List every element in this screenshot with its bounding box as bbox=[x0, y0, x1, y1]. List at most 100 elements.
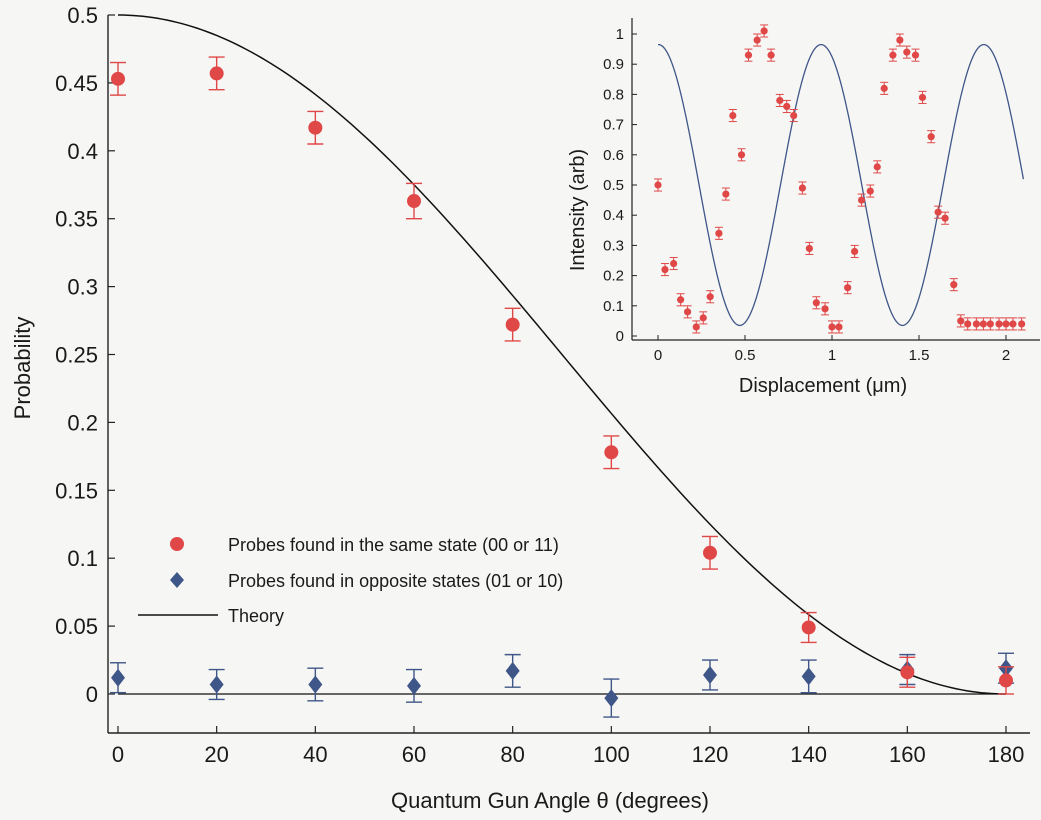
inset-series-group bbox=[654, 24, 1026, 334]
y-tick-label: 0.5 bbox=[67, 3, 98, 28]
legend-marker-same-state bbox=[170, 537, 184, 551]
inset-point bbox=[670, 259, 678, 268]
y-tick-label: 0 bbox=[86, 682, 98, 707]
point-opposite-state bbox=[308, 675, 323, 694]
inset-y-axis-label: Intensity (arb) bbox=[567, 149, 589, 271]
inset-point bbox=[889, 51, 897, 59]
inset-point bbox=[753, 36, 761, 44]
inset-point bbox=[880, 84, 888, 92]
point-opposite-state bbox=[505, 661, 520, 680]
point-same-state bbox=[999, 673, 1013, 688]
inset-point bbox=[896, 36, 904, 44]
inset-point bbox=[706, 293, 714, 301]
inset-point bbox=[995, 320, 1003, 328]
inset-point bbox=[1002, 320, 1010, 328]
y-axis-label: Probability bbox=[10, 317, 35, 420]
inset-y-tick-label: 0.3 bbox=[603, 237, 624, 254]
inset-point bbox=[851, 247, 859, 256]
inset-point bbox=[828, 323, 836, 331]
inset-y-tick-label: 0.9 bbox=[603, 56, 624, 73]
inset-y-tick-label: 0 bbox=[616, 328, 624, 345]
point-same-state bbox=[900, 665, 915, 680]
inset-point bbox=[927, 133, 935, 141]
y-tick-label: 0.05 bbox=[55, 614, 98, 639]
point-same-state bbox=[604, 445, 619, 460]
inset-point bbox=[812, 299, 820, 307]
inset-point bbox=[805, 244, 813, 253]
point-opposite-state bbox=[209, 675, 224, 694]
x-tick-label: 0 bbox=[112, 742, 124, 767]
inset-y-tick-label: 0.4 bbox=[603, 207, 624, 224]
inset-point bbox=[729, 111, 737, 120]
legend-label-theory: Theory bbox=[228, 606, 284, 626]
inset-point bbox=[821, 305, 829, 313]
x-tick-label: 160 bbox=[889, 742, 926, 767]
inset-y-tick-label: 1 bbox=[616, 26, 624, 43]
inset-point bbox=[767, 51, 775, 59]
point-same-state bbox=[111, 71, 125, 86]
inset-point bbox=[760, 27, 768, 35]
inset-fit-curve bbox=[658, 43, 1025, 327]
inset-x-tick-label: 1 bbox=[828, 347, 836, 364]
point-same-state bbox=[209, 66, 224, 81]
inset-x-tick-label: 1.5 bbox=[909, 347, 930, 364]
point-opposite-state bbox=[407, 676, 421, 695]
inset-point bbox=[699, 314, 707, 322]
x-tick-label: 120 bbox=[692, 742, 729, 767]
y-tick-label: 0.15 bbox=[55, 478, 98, 503]
inset-point bbox=[911, 51, 920, 59]
inset-point bbox=[873, 163, 881, 171]
inset-point bbox=[1018, 320, 1026, 328]
inset-point bbox=[683, 308, 692, 316]
y-tick-label: 0.25 bbox=[55, 343, 98, 368]
inset-point bbox=[835, 323, 843, 331]
point-opposite-state bbox=[111, 668, 125, 687]
inset-point bbox=[957, 317, 965, 325]
x-tick-label: 20 bbox=[204, 742, 228, 767]
main-series-group bbox=[110, 56, 1014, 718]
inset-y-tick-label: 0.7 bbox=[603, 117, 624, 134]
y-tick-label: 0.35 bbox=[55, 207, 98, 232]
inset-point bbox=[979, 320, 987, 328]
inset-x-tick-label: 0 bbox=[654, 347, 662, 364]
inset-point bbox=[844, 284, 852, 292]
inset-point bbox=[654, 181, 662, 189]
y-tick-label: 0.45 bbox=[55, 71, 98, 96]
theory-curve bbox=[117, 14, 1007, 695]
point-same-state bbox=[407, 194, 421, 209]
point-opposite-state bbox=[801, 667, 816, 686]
inset-point bbox=[790, 111, 798, 120]
inset-fit-line bbox=[658, 43, 1025, 327]
inset-point bbox=[857, 196, 866, 204]
y-tick-label: 0.3 bbox=[67, 275, 98, 300]
inset-point bbox=[941, 214, 949, 222]
inset-y-tick-label: 0.8 bbox=[603, 86, 624, 103]
inset-point bbox=[692, 323, 700, 331]
inset-y-tick-label: 0.1 bbox=[603, 298, 624, 315]
x-tick-label: 80 bbox=[500, 742, 524, 767]
y-tick-label: 0.2 bbox=[67, 410, 98, 435]
point-same-state bbox=[801, 620, 816, 635]
inset-point bbox=[776, 96, 784, 105]
x-tick-label: 100 bbox=[593, 742, 630, 767]
inset-point bbox=[972, 320, 981, 328]
inset-point bbox=[783, 102, 791, 111]
x-tick-label: 180 bbox=[988, 742, 1025, 767]
inset-point bbox=[715, 229, 723, 237]
inset-axes: 0 0.1 0.2 0.3 0.4 0.5 0.6 0.7 0.8 0.9 1 0 0.5 1 1.5 2 bbox=[603, 18, 1040, 364]
inset-point bbox=[737, 151, 746, 159]
point-same-state bbox=[308, 120, 323, 135]
inset-point bbox=[986, 320, 994, 328]
inset-point bbox=[1009, 320, 1017, 328]
inset-point bbox=[964, 320, 972, 328]
x-tick-label: 140 bbox=[790, 742, 827, 767]
inset-point bbox=[677, 296, 685, 304]
inset-x-axis-label: Displacement (μm) bbox=[739, 375, 907, 397]
inset-point bbox=[661, 265, 669, 274]
point-same-state bbox=[505, 317, 520, 332]
inset-y-tick-label: 0.5 bbox=[603, 177, 624, 194]
inset-point bbox=[918, 93, 927, 102]
inset-point bbox=[934, 208, 942, 216]
theory-line bbox=[117, 14, 1007, 695]
inset-point bbox=[950, 281, 958, 289]
